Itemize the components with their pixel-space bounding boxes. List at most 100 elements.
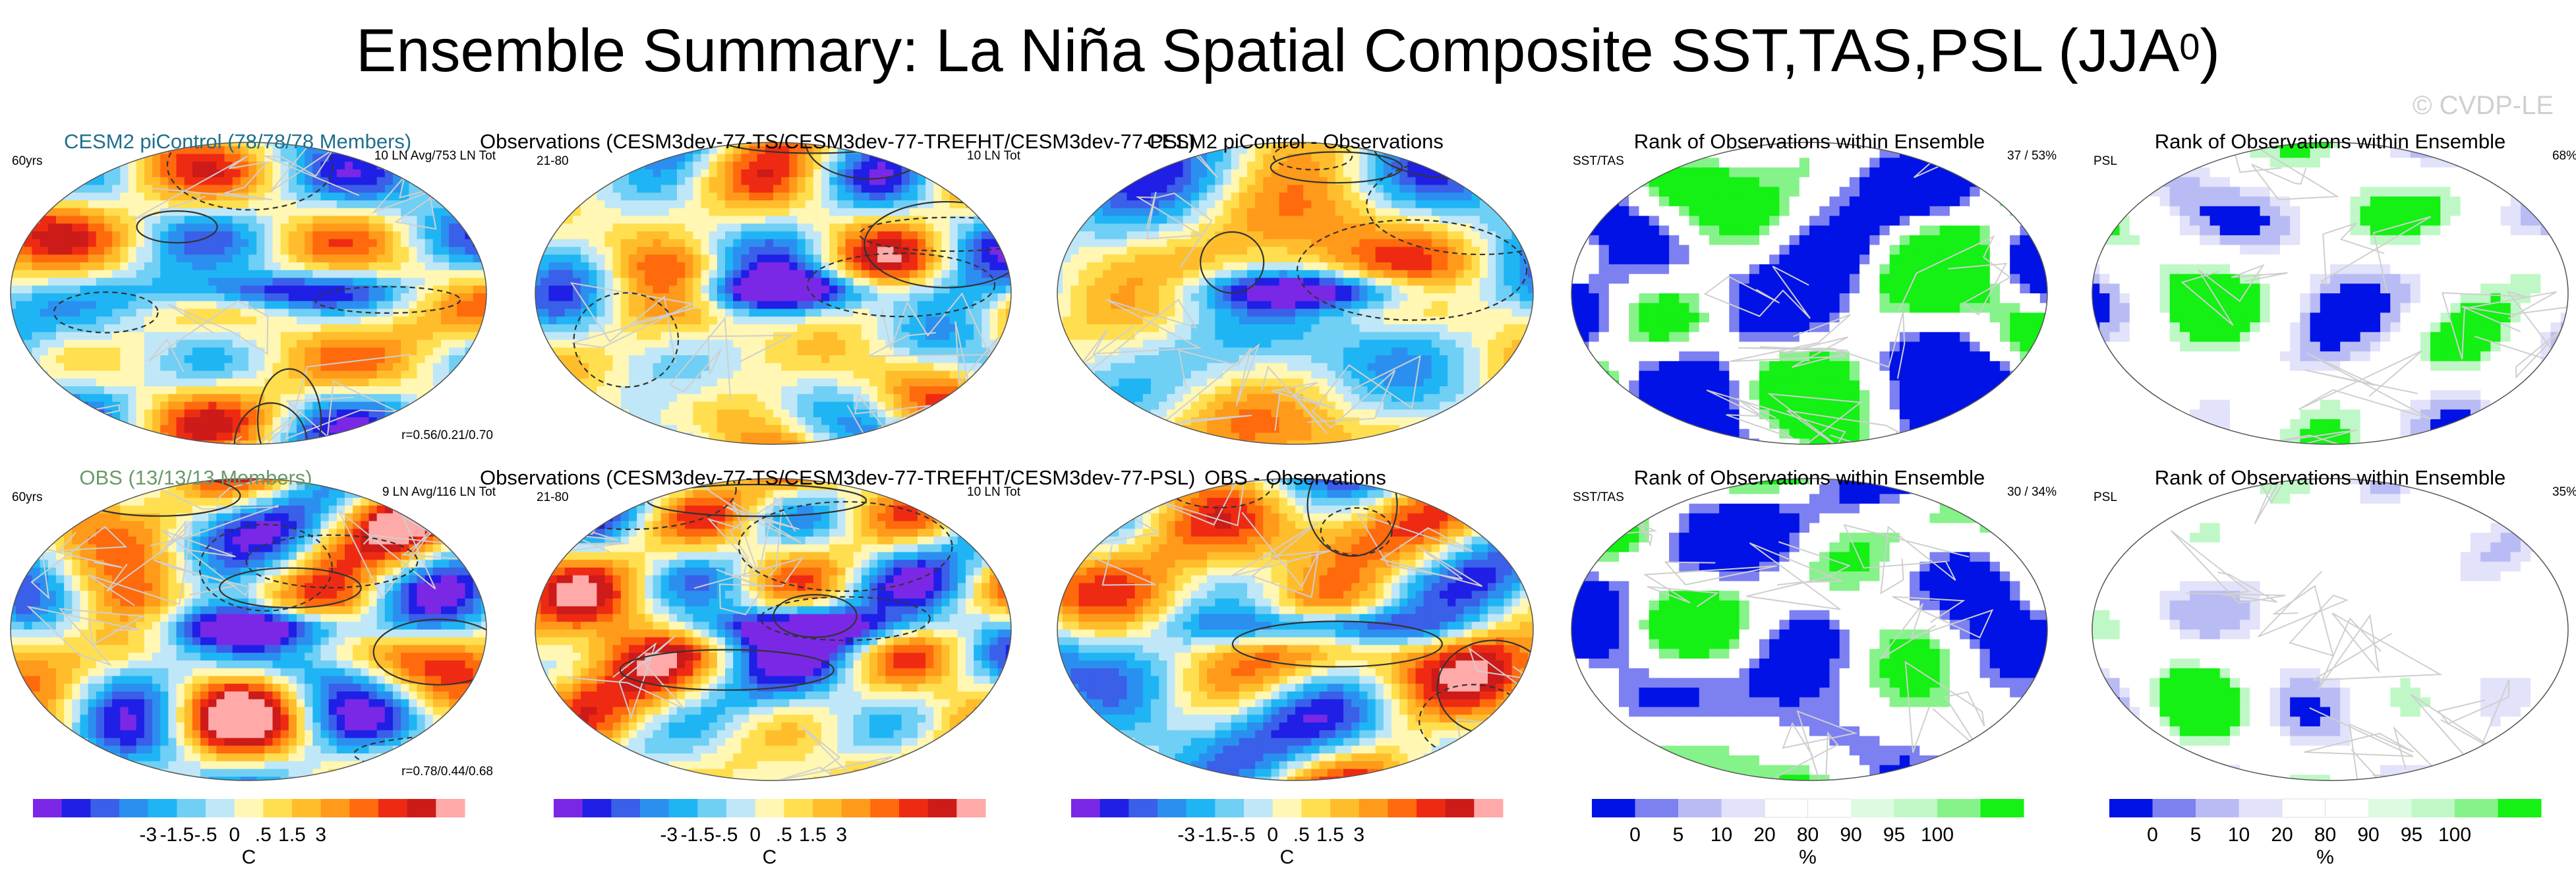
map-cell	[160, 285, 169, 294]
map-cell	[305, 231, 313, 240]
map-cell	[733, 347, 742, 356]
map-cell	[376, 370, 386, 379]
map-cell	[305, 355, 313, 364]
map-cell	[336, 347, 345, 356]
map-cell	[717, 355, 726, 364]
map-cell	[556, 440, 566, 444]
map-cell	[249, 216, 257, 224]
map-cell	[208, 332, 217, 341]
map-cell	[128, 301, 137, 310]
map-cell	[741, 401, 750, 410]
map-cell	[813, 339, 822, 348]
map-cell	[853, 162, 862, 170]
map-cell	[208, 154, 217, 162]
map-cell	[869, 231, 878, 240]
map-cell	[305, 409, 313, 418]
map-cell	[861, 192, 870, 201]
map-cell	[192, 223, 201, 232]
map-cell	[24, 216, 33, 224]
map-cell	[88, 417, 97, 426]
map-cell	[216, 185, 225, 193]
map-cell	[572, 247, 581, 255]
map-cell	[789, 293, 798, 302]
map-cell	[297, 440, 305, 444]
map-cell	[893, 378, 902, 387]
map-cell	[941, 339, 951, 348]
map-cell	[312, 378, 322, 387]
map-cell	[773, 378, 782, 387]
map-cell	[176, 301, 185, 310]
map-cell	[653, 386, 662, 395]
map-cell	[757, 432, 766, 441]
map-cell	[629, 278, 637, 286]
map-cell	[620, 223, 629, 232]
map-cell	[981, 409, 991, 418]
map-cell	[548, 409, 558, 418]
map-cell	[997, 332, 1007, 341]
map-cell	[885, 162, 894, 170]
map-cell	[272, 162, 281, 170]
map-cell	[957, 239, 966, 248]
map-cell	[925, 386, 934, 395]
map-cell	[328, 278, 337, 286]
map-cell	[112, 231, 121, 240]
map-cell	[645, 239, 654, 248]
map-cell	[288, 301, 297, 310]
map-cell	[465, 417, 474, 426]
map-cell	[1057, 231, 1063, 240]
map-cell	[925, 378, 934, 387]
map-cell	[837, 293, 846, 302]
map-cell	[1070, 216, 1080, 224]
map-cell	[152, 177, 161, 186]
map-cell	[612, 270, 622, 279]
map-cell	[877, 278, 886, 286]
map-cell	[144, 394, 153, 403]
map-cell	[901, 440, 910, 444]
map-cell	[829, 223, 838, 232]
map-cell	[1057, 285, 1063, 294]
map-cell	[717, 208, 726, 217]
map-cell	[200, 432, 209, 441]
map-cell	[432, 355, 442, 364]
map-cell	[1057, 162, 1063, 170]
map-cell	[409, 332, 418, 341]
map-cell	[168, 332, 177, 341]
map-cell	[637, 208, 645, 217]
map-cell	[725, 192, 734, 201]
map-cell	[336, 316, 345, 325]
map-cell	[176, 440, 185, 444]
map-cell	[805, 231, 814, 240]
map-cell	[597, 208, 606, 217]
map-cell	[941, 386, 951, 395]
map-cell	[535, 223, 541, 232]
map-cell	[813, 301, 822, 310]
map-cell	[361, 417, 370, 426]
map-cell	[781, 154, 790, 162]
map-cell	[264, 223, 274, 232]
map-cell	[1070, 370, 1080, 379]
map-cell	[885, 324, 894, 333]
map-cell	[368, 332, 378, 341]
map-cell	[949, 316, 958, 325]
map-cell	[200, 401, 209, 410]
map-cell	[120, 254, 129, 263]
map-cell	[312, 154, 322, 162]
map-cell	[288, 177, 297, 186]
map-cell	[637, 223, 645, 232]
map-cell	[432, 208, 442, 217]
map-cell	[612, 425, 622, 434]
map-cell	[240, 316, 249, 325]
map-cell	[32, 425, 41, 434]
map-r1c1	[10, 142, 487, 445]
map-cell	[144, 216, 153, 224]
map-cell	[620, 378, 629, 387]
map-cell	[353, 363, 361, 372]
map-cell	[72, 239, 81, 248]
map-cell	[1078, 285, 1088, 294]
map-cell	[393, 347, 401, 356]
map-cell	[797, 432, 806, 441]
map-cell	[645, 177, 654, 186]
map-cell	[813, 216, 822, 224]
map-cell	[432, 223, 442, 232]
map-cell	[660, 200, 670, 209]
